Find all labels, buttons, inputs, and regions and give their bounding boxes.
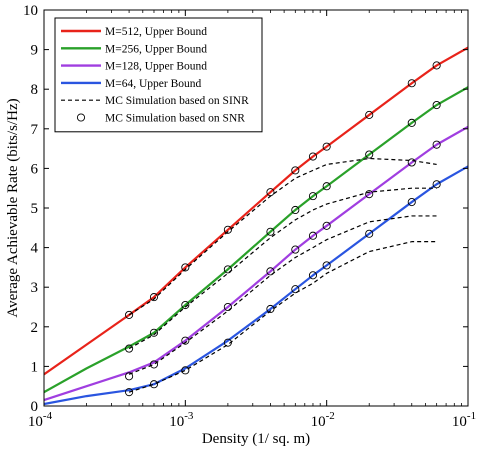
snr-marker xyxy=(308,271,318,280)
snr-marker xyxy=(322,182,331,191)
y-axis-title: Average Achievable Rate (bits/s/Hz) xyxy=(5,98,21,317)
snr-marker xyxy=(149,328,159,337)
snr-marker xyxy=(181,300,190,310)
snr-marker xyxy=(407,158,416,167)
snr-marker xyxy=(181,263,190,272)
snr-marker xyxy=(125,388,134,397)
snr-marker xyxy=(181,366,190,375)
sinr-dashed-line xyxy=(128,215,437,375)
upper-bound-line xyxy=(44,125,468,402)
y-tick-label: 6 xyxy=(31,161,39,177)
legend-label: M=256, Upper Bound xyxy=(105,43,207,55)
sinr-dashed-line xyxy=(128,187,437,350)
series-layer xyxy=(44,46,468,406)
legend-label: M=64, Upper Bound xyxy=(105,78,201,90)
upper-bound-line xyxy=(44,86,468,394)
y-tick-label: 10 xyxy=(23,3,38,19)
legend-marker xyxy=(76,113,86,122)
legend-label: M=512, Upper Bound xyxy=(105,26,207,38)
snr-marker xyxy=(308,152,318,161)
snr-marker xyxy=(322,261,331,270)
sinr-dashed-line xyxy=(128,157,437,316)
snr-marker xyxy=(125,344,134,353)
snr-marker xyxy=(365,150,374,159)
legend-label: MC Simulation based on SINR xyxy=(105,95,249,107)
snr-marker xyxy=(322,221,331,230)
y-tick-label: 5 xyxy=(31,201,39,217)
snr-marker xyxy=(291,285,300,294)
axis-ticks: 0 1 2 3 4 5 6 7 8 9 10 10-4 10-3 10-2 10-1 xyxy=(23,3,476,430)
snr-marker xyxy=(407,198,416,207)
legend: M=512, Upper Bound M=256, Upper Bound M=12… xyxy=(54,17,263,133)
snr-marker xyxy=(291,245,300,254)
y-tick-label: 8 xyxy=(31,82,39,98)
y-tick-label: 3 xyxy=(31,280,39,296)
y-tick-label: 7 xyxy=(31,122,39,138)
upper-bound-line xyxy=(44,46,468,376)
snr-marker xyxy=(223,302,232,312)
x-tick-label: 10-3 xyxy=(169,410,194,430)
snr-marker xyxy=(432,140,441,149)
snr-marker xyxy=(266,188,275,197)
snr-marker xyxy=(365,229,374,238)
x-tick-label: 10-1 xyxy=(452,410,476,430)
snr-marker xyxy=(125,372,134,381)
snr-marker xyxy=(291,205,300,215)
snr-marker xyxy=(432,61,441,70)
snr-marker xyxy=(223,225,232,234)
snr-marker xyxy=(432,100,441,110)
y-tick-label: 9 xyxy=(31,43,39,59)
snr-marker xyxy=(407,118,416,127)
x-tick-label: 10-4 xyxy=(28,410,53,430)
upper-bound-line xyxy=(44,165,468,406)
y-tick-label: 4 xyxy=(31,241,39,257)
snr-marker xyxy=(266,304,275,314)
snr-marker xyxy=(266,227,275,236)
x-axis-title: Density (1/ sq. m) xyxy=(202,431,310,447)
snr-marker xyxy=(149,360,159,369)
snr-marker xyxy=(308,192,318,201)
y-tick-label: 2 xyxy=(31,320,39,336)
legend-box xyxy=(54,17,263,133)
snr-marker xyxy=(308,231,318,240)
snr-marker xyxy=(149,380,159,389)
snr-marker xyxy=(223,265,232,274)
snr-marker xyxy=(407,79,416,88)
legend-label: MC Simulation based on SNR xyxy=(105,113,245,125)
snr-marker xyxy=(266,267,275,276)
snr-marker xyxy=(149,293,159,302)
snr-marker xyxy=(181,336,190,345)
snr-marker xyxy=(125,310,134,319)
snr-marker xyxy=(365,110,374,119)
x-tick-label: 10-2 xyxy=(311,410,335,430)
snr-marker xyxy=(322,142,331,151)
sinr-dashed-line xyxy=(128,241,437,393)
snr-marker xyxy=(432,180,441,189)
snr-marker xyxy=(223,338,232,347)
snr-marker xyxy=(291,166,300,175)
snr-marker xyxy=(365,190,374,199)
y-tick-label: 1 xyxy=(31,359,39,375)
y-tick-label: 0 xyxy=(31,399,39,415)
legend-label: M=128, Upper Bound xyxy=(105,61,207,73)
